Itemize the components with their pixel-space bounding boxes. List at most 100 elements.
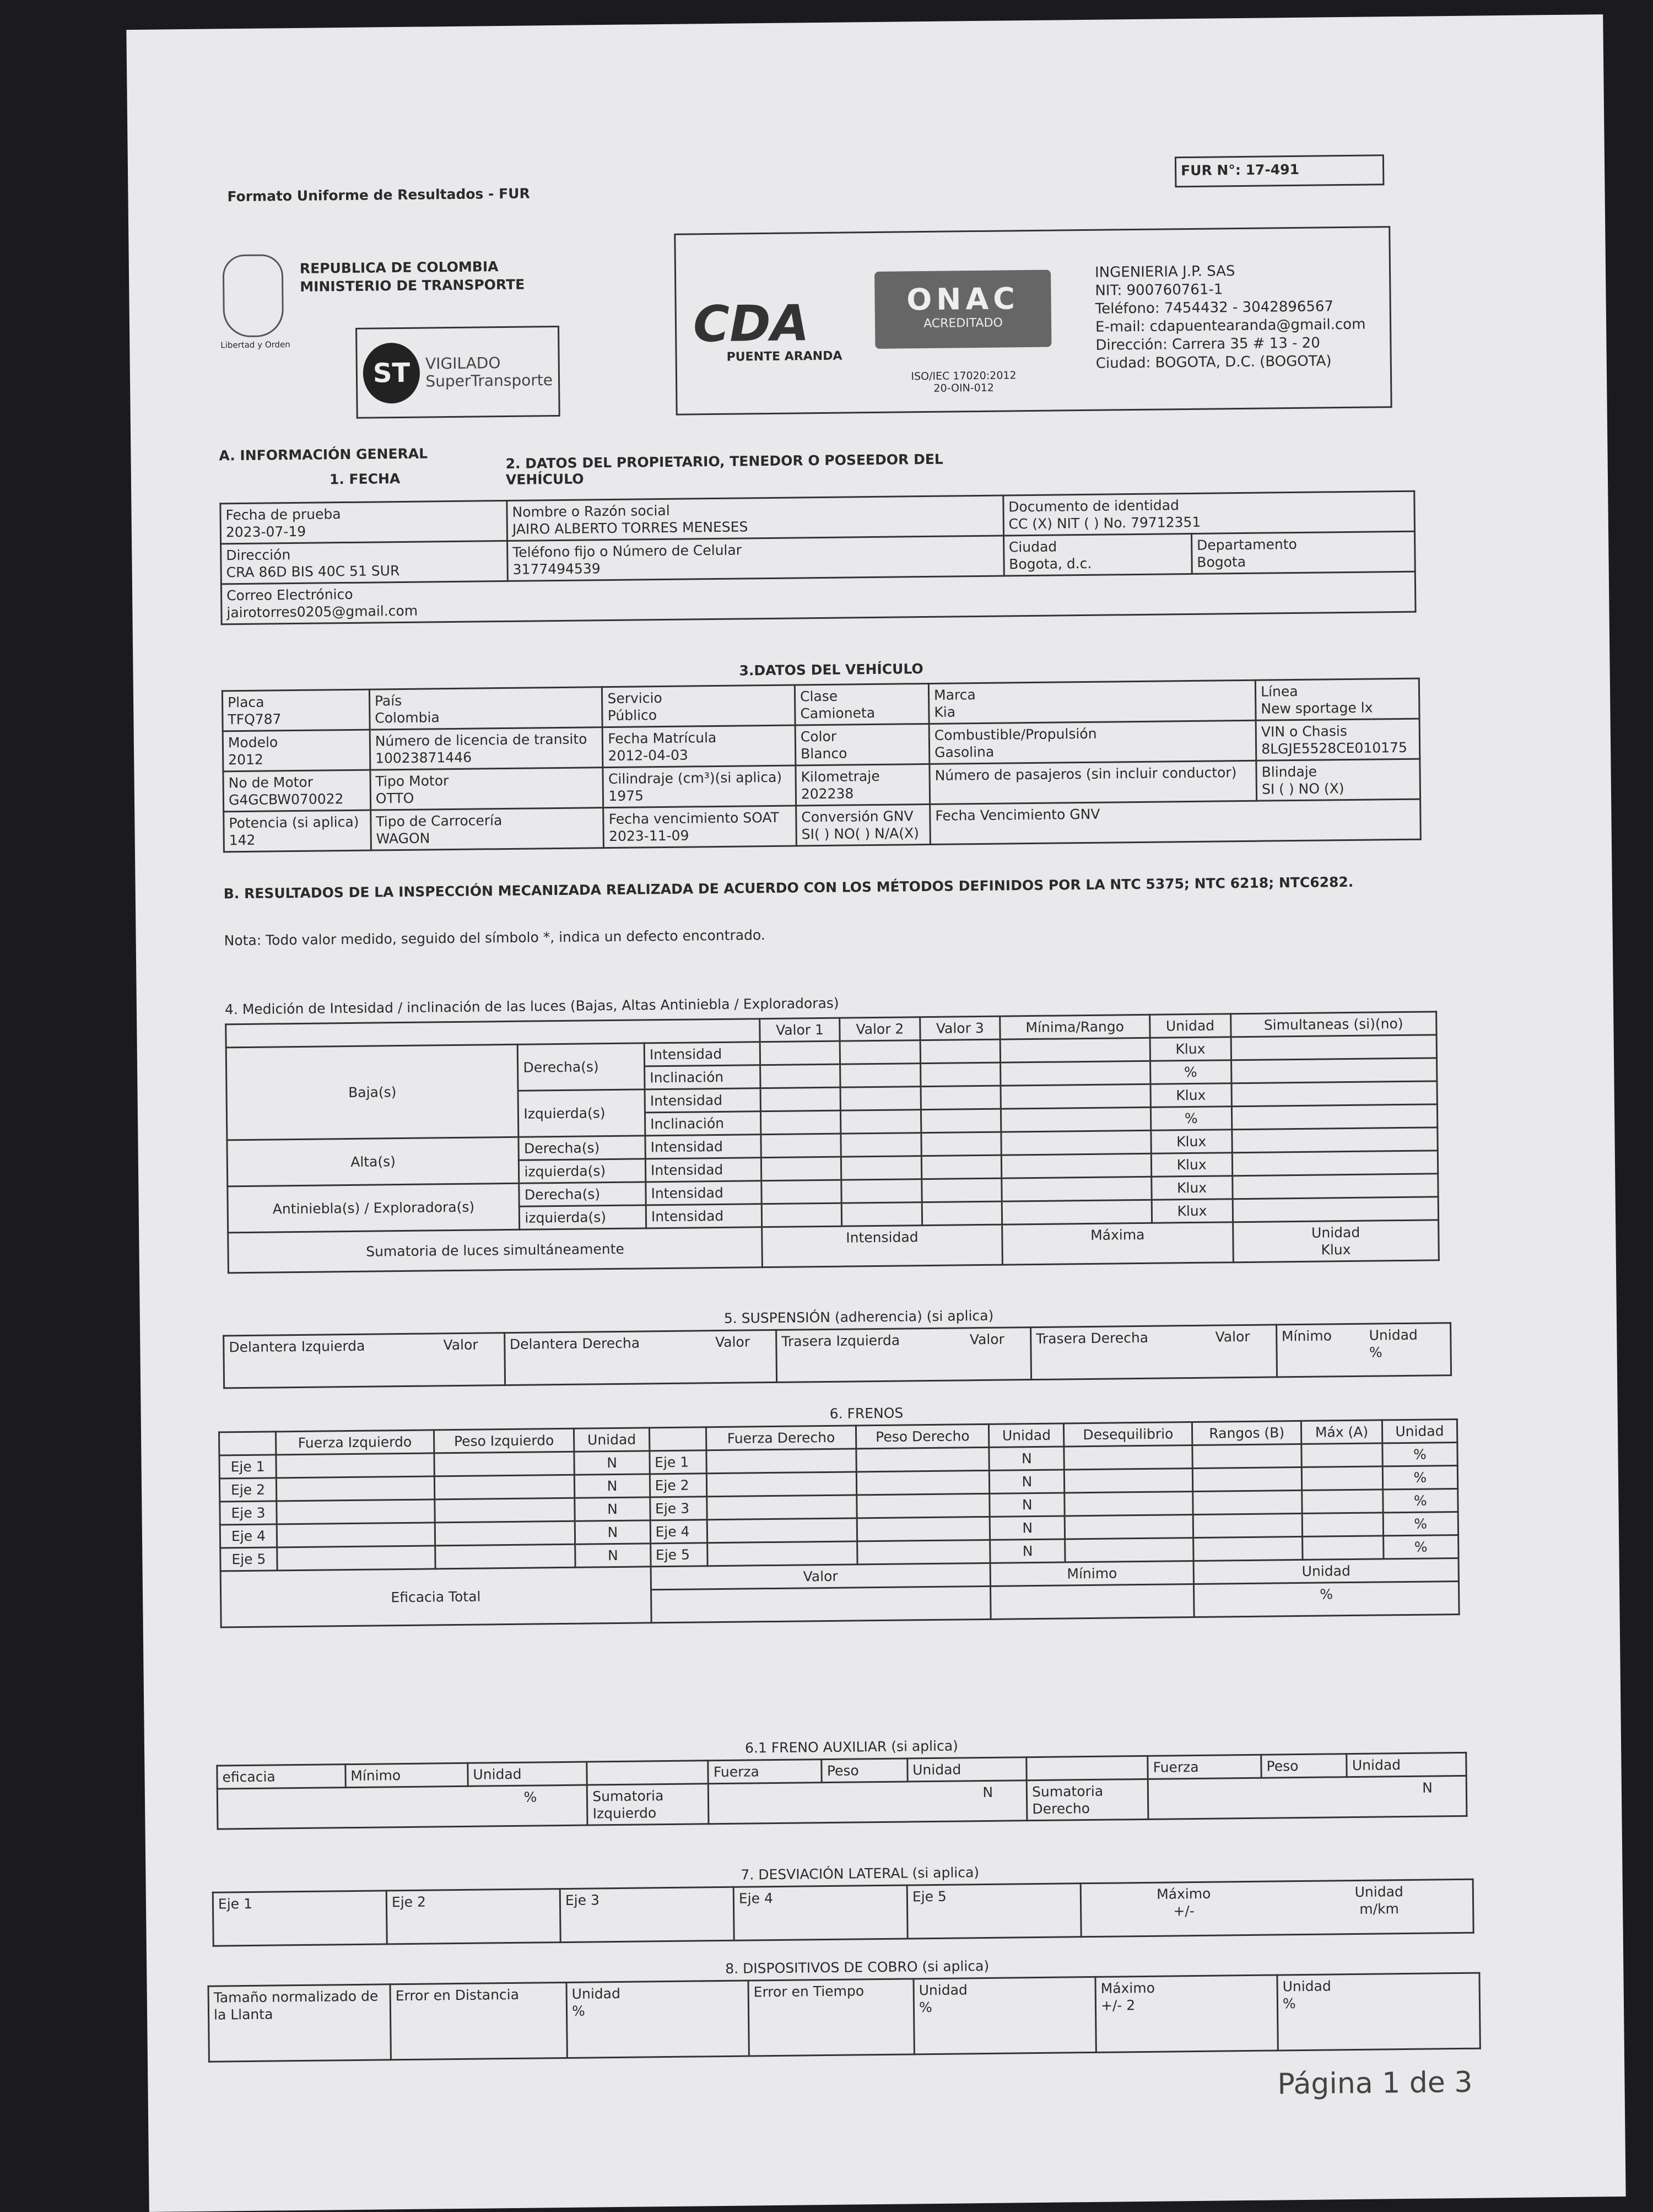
aux-force-r: Fuerza <box>1147 1755 1262 1779</box>
dev-max-sub: +/- <box>1173 1903 1195 1919</box>
suspension-title: 5. SUSPENSIÓN (adherencia) (si aplica) <box>723 1307 994 1326</box>
vehicle-field: Fecha Vencimiento GNV <box>930 799 1421 845</box>
unit-pct: % <box>1383 1535 1459 1559</box>
field-value: 2023-11-09 <box>608 827 689 845</box>
weight-left <box>434 1475 575 1499</box>
aux-weight-r: Peso <box>1261 1754 1347 1778</box>
force-left <box>276 1453 434 1478</box>
axle-label: Eje 3 <box>650 1496 707 1520</box>
field-label: Departamento <box>1196 536 1298 553</box>
field-label: Clase <box>800 688 838 705</box>
colombia-crest-icon <box>222 254 284 338</box>
light-side: Derecha(s) <box>518 1135 646 1161</box>
light-value-cell <box>1001 1084 1150 1109</box>
simultaneous-cell <box>1232 1196 1439 1222</box>
suspension-cell: Valor <box>1211 1324 1277 1378</box>
field-value: Camioneta <box>800 704 876 722</box>
max-unit: Unidad <box>1282 1978 1331 1995</box>
field-label: Blindaje <box>1261 763 1317 780</box>
department-value: Bogota <box>1197 553 1246 570</box>
document-page: Formato Uniforme de Resultados - FUR FUR… <box>126 14 1626 2212</box>
suspension-cell: Mínimo <box>1276 1324 1365 1377</box>
force-right <box>706 1448 857 1474</box>
unit-n: N <box>989 1446 1065 1471</box>
axle-label: Eje 4 <box>650 1519 707 1544</box>
imbalance <box>1064 1468 1193 1493</box>
field-value: Gasolina <box>934 743 995 760</box>
field-label: Color <box>800 728 837 745</box>
sum-unit-label: Unidad <box>1311 1224 1360 1241</box>
suspension-cell: Delantera Izquierda <box>223 1333 440 1388</box>
dist-pct: % <box>571 2003 585 2019</box>
page-number: Página 1 de 3 <box>1277 2065 1473 2101</box>
id-document-value: CC (X) NIT ( ) No. 79712351 <box>1008 514 1201 532</box>
unit-n: N <box>574 1474 650 1498</box>
axle-label: Eje 5 <box>220 1547 278 1572</box>
deviation-unit: Unidad m/km <box>1285 1879 1474 1935</box>
weight-right <box>856 1470 990 1495</box>
suspension-cell: Valor <box>965 1327 1031 1380</box>
aux-unit-r: Unidad <box>1347 1752 1467 1777</box>
fur-number: FUR N°: 17-491 <box>1174 154 1385 188</box>
gov-line-1: REPUBLICA DE COLOMBIA <box>299 258 499 277</box>
lights-header: Simultaneas (si)(no) <box>1230 1011 1437 1037</box>
cda-subtitle: PUENTE ARANDA <box>726 349 842 364</box>
field-value: Colombia <box>375 709 440 726</box>
suspension-cell: Trasera Derecha <box>1030 1325 1212 1380</box>
suspension-cell: Delantera Derecha <box>504 1330 711 1385</box>
lights-header: Unidad <box>1149 1013 1231 1038</box>
range <box>1192 1490 1303 1515</box>
light-value-cell <box>1001 1130 1151 1156</box>
vehicle-field: Potencia (si aplica) 142 <box>223 810 371 852</box>
brakes-title: 6. FRENOS <box>829 1405 904 1422</box>
brake-header: Peso Derecho <box>856 1424 990 1449</box>
field-label: VIN o Chasis <box>1261 723 1348 740</box>
light-value-cell <box>841 1156 922 1180</box>
light-type: Inclinación <box>645 1111 761 1136</box>
field-label: Tipo de Carrocería <box>376 812 503 830</box>
force-left <box>276 1499 435 1524</box>
dev-unit-label: Unidad <box>1354 1884 1403 1900</box>
brake-header: Desequilibrio <box>1063 1422 1192 1447</box>
st-line-2: SuperTransporte <box>425 370 553 390</box>
max-value: +/- 2 <box>1100 1997 1136 2014</box>
company-info: INGENIERIA J.P. SAS NIT: 900760761-1 Tel… <box>1095 261 1366 373</box>
aux-sum-left: Sumatoria Izquierdo <box>587 1783 709 1826</box>
light-value-cell <box>761 1180 842 1204</box>
light-side: izquierda(s) <box>518 1158 646 1184</box>
total-min: Mínimo <box>990 1561 1194 1587</box>
unit-n: N <box>989 1469 1065 1494</box>
field-label: Número de licencia de transito <box>375 731 587 749</box>
field-value: 142 <box>229 832 256 849</box>
suspension-cell: Trasera Izquierda <box>776 1328 966 1383</box>
axle-label: Eje 4 <box>220 1524 277 1549</box>
dist-unit: Unidad <box>571 1985 621 2002</box>
aux-n-right: N <box>1148 1776 1467 1820</box>
field-label: Fecha Vencimiento GNV <box>935 806 1100 824</box>
vehicle-field: Kilometraje 202238 <box>795 764 930 806</box>
simultaneous-cell <box>1232 1173 1439 1199</box>
light-value-cell <box>760 1134 841 1158</box>
address-value: CRA 86D BIS 40C 51 SUR <box>226 563 400 581</box>
range <box>1192 1467 1302 1492</box>
fecha-title: 1. FECHA <box>329 470 401 488</box>
field-value: 202238 <box>801 785 854 802</box>
light-group: Alta(s) <box>226 1137 520 1186</box>
meters-title: 8. DISPOSITIVOS DE COBRO (si aplica) <box>725 1957 990 1977</box>
field-label: No de Motor <box>228 774 314 791</box>
aux-sum-right: Sumatoria Derecho <box>1027 1779 1149 1821</box>
vehicle-field: Fecha Matrícula 2012-04-03 <box>602 725 796 768</box>
light-value-cell <box>761 1203 842 1227</box>
company-address: Dirección: Carrera 35 # 13 - 20 <box>1095 335 1320 354</box>
vehicle-field: Blindaje SI ( ) NO (X) <box>1256 759 1420 801</box>
supertransporte-logo: ST VIGILADO SuperTransporte <box>355 325 560 419</box>
light-type: Inclinación <box>644 1065 760 1089</box>
field-label: Fecha vencimiento SOAT <box>608 809 779 828</box>
iso-line-1: ISO/IEC 17020:2012 <box>911 369 1017 383</box>
brake-header: Fuerza Derecho <box>705 1425 857 1450</box>
weight-left <box>435 1544 576 1569</box>
light-unit: Klux <box>1150 1152 1233 1177</box>
simultaneous-cell <box>1231 1058 1437 1083</box>
unit-pct: % <box>1382 1442 1458 1466</box>
axle-label: Eje 2 <box>219 1477 277 1502</box>
